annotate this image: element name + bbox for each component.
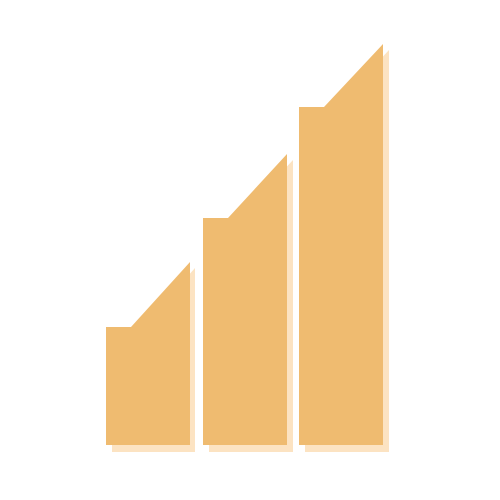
bar-1 [106, 262, 190, 445]
bar-2 [203, 154, 287, 445]
bar-3 [299, 44, 383, 445]
